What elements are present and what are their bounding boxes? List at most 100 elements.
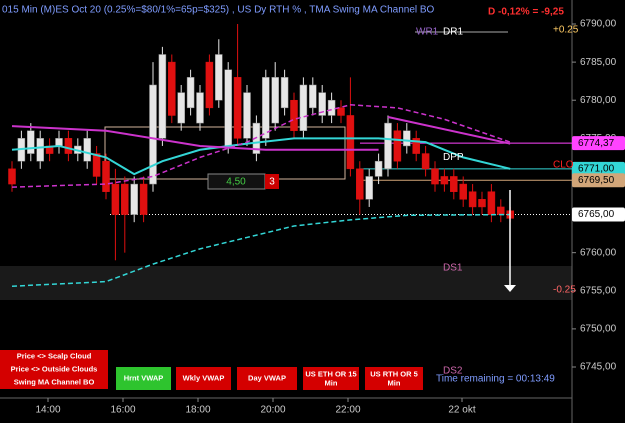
candle-body [36,138,44,162]
candle-body [327,99,336,116]
candle-body [271,77,279,124]
button-label[interactable]: US ETH OR 15 Min [305,369,356,387]
x-tick-label: 22 okt [448,405,475,416]
range-bottom: -0.25 [553,285,576,296]
button-label[interactable]: Hrnt VWAP [124,373,164,382]
arrow-head [504,285,516,292]
pivot-label: DPP [443,152,464,163]
button-bg[interactable] [0,350,108,363]
candle-body [393,130,402,162]
candle-body [215,54,223,101]
candle-body [196,92,204,124]
level-label: 6774,37 [578,138,615,149]
button-line: US ETH OR 15 [305,369,356,378]
candle-body [280,77,289,109]
level-box [572,173,625,188]
button-line: Min [388,378,401,387]
pivot-label: WR1 [416,26,439,37]
time-remaining: Time remaining = 00:13:49 [436,374,555,385]
y-tick-label: 6750,00 [580,324,617,335]
indicator-line [11,137,511,176]
chart-title: 015 Min (M)ES Oct 20 (0.25%=$80/1%=65p=$… [2,5,435,16]
button-bg[interactable] [365,367,423,390]
button-label[interactable]: Price <> Scalp Cloud [17,351,92,360]
x-tick-label: 20:00 [260,405,285,416]
candle-body [102,160,110,192]
candle-body [262,77,270,139]
size-box-right: 3 [269,177,275,188]
candle-body [318,92,326,116]
candle-body [459,183,467,200]
pivot-label: DR1 [443,26,463,37]
level-label: 6769,50 [578,175,615,186]
candle-body [431,168,439,185]
pivot-label: CLO [553,160,574,171]
candle-body [478,199,486,208]
candle-body [8,168,16,185]
y-tick-label: 6760,00 [580,247,617,258]
button-label[interactable]: Wkly VWAP [183,373,225,382]
button-bg[interactable] [0,363,108,376]
y-tick-label: 6755,00 [580,285,617,296]
button-bg[interactable] [237,367,297,390]
candle-body [337,107,345,116]
y-tick-label: 6790,00 [580,19,617,30]
size-box-right-bg [265,174,279,189]
y-tick-label: 6780,00 [580,95,617,106]
button-line: Min [325,378,338,387]
button-line: US RTH OR 5 [370,369,418,378]
candle-body [403,130,411,147]
ds-zone [0,266,572,300]
y-tick-label: 6745,00 [580,362,617,373]
candle-body [243,92,251,139]
candle-body [412,138,420,154]
candle-body [440,176,449,185]
button-bg[interactable] [116,367,171,390]
candle-body [139,183,148,215]
button-label[interactable]: Swing MA Channel BO [14,377,95,386]
y-tick-label: 6785,00 [580,57,617,68]
level-label: 6771,00 [578,163,615,174]
candle-body [468,191,477,208]
x-tick-label: 16:00 [110,405,135,416]
candle-body [450,176,458,192]
button-label[interactable]: Price <> Outside Clouds [11,364,98,373]
x-tick-label: 22:00 [335,405,360,416]
indicator-line [11,104,511,188]
x-tick-label: 14:00 [35,405,60,416]
range-top: +0.25 [553,25,579,36]
button-label[interactable]: Day VWAP [248,373,286,382]
candle-body [299,84,308,131]
x-tick-label: 18:00 [185,405,210,416]
candle-body [487,191,496,215]
size-box-left: 4,50 [226,177,246,188]
candle-body [130,183,138,215]
candle-body [374,160,383,177]
candle-body [168,61,176,116]
pivot-label: DS2 [443,365,463,376]
pivot-label: DS1 [443,263,463,274]
candle-body [121,183,129,215]
level-box [572,207,625,222]
candle-body [224,69,232,147]
button-bg[interactable] [176,367,231,390]
candle-body [177,92,185,124]
level-box [572,161,625,176]
button-bg[interactable] [0,376,108,389]
candle-body [186,77,195,109]
candle-body [346,115,355,170]
candle-body [365,176,373,200]
candle-body [111,183,120,215]
candle-body [309,84,317,109]
candle-body [158,54,167,139]
candle-body [356,168,364,200]
candle-body [421,153,430,170]
candle-body [384,122,392,170]
indicator-line [11,213,511,287]
change-label: D -0,12% = -9,25 [488,7,564,18]
candle-body [64,138,73,154]
button-bg[interactable] [303,367,359,390]
button-label[interactable]: US RTH OR 5 Min [370,369,418,387]
candle-body [27,130,35,154]
